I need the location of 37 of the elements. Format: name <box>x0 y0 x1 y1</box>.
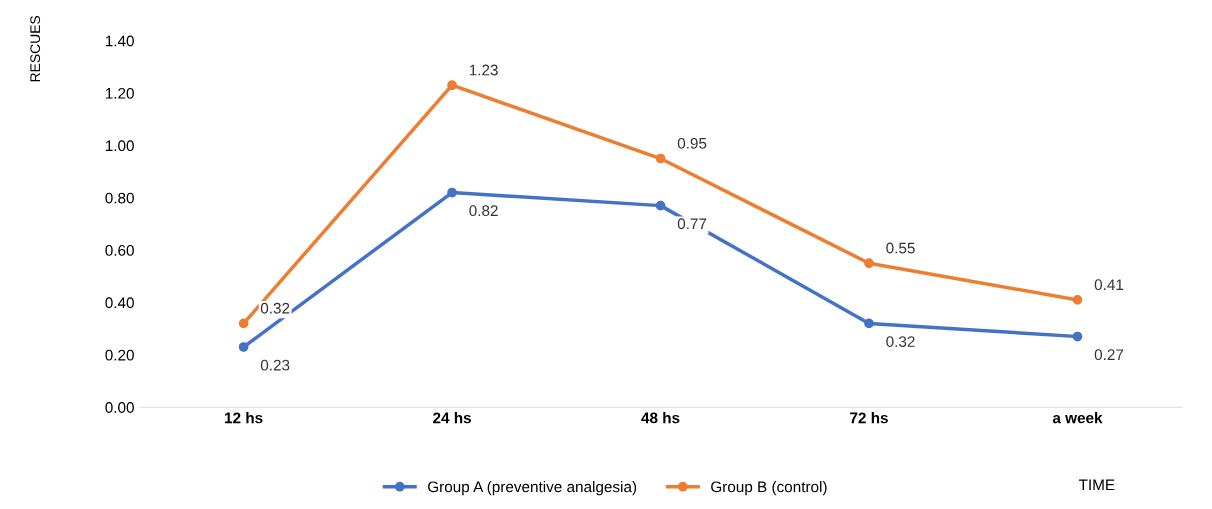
point <box>864 258 874 269</box>
data-label: 0.32 <box>886 336 915 347</box>
x-tick-label: 48 hs <box>641 412 680 424</box>
data-label: 1.23 <box>469 64 498 76</box>
data-label: 0.95 <box>677 137 707 149</box>
y-tick-label: 1.00 <box>105 140 134 152</box>
data-label: 0.41 <box>1094 279 1124 291</box>
point <box>864 318 874 329</box>
y-tick-label: 0.60 <box>105 245 134 256</box>
y-tick-label: 0.20 <box>105 349 134 361</box>
point <box>238 318 249 329</box>
x-tick-label: 72 hs <box>850 412 888 424</box>
legend-label: Group A (preventive analgesia) <box>428 481 637 496</box>
data-label: 0.77 <box>677 218 707 230</box>
x-tick-label: 24 hs <box>433 412 471 424</box>
point <box>1072 331 1083 342</box>
y-tick-label: 0.40 <box>105 297 134 309</box>
y-tick-label: 1.40 <box>105 35 134 47</box>
point <box>238 342 249 352</box>
data-label: 0.82 <box>469 205 498 217</box>
point <box>447 187 457 198</box>
data-label: 0.27 <box>1094 349 1124 361</box>
y-axis-title: RESCUES <box>30 15 41 82</box>
x-tick-label: 12 hs <box>225 412 263 424</box>
y-tick-label: 0.00 <box>105 402 134 413</box>
legend-label: Group B (control) <box>711 481 827 496</box>
x-axis-title: TIME <box>1078 479 1115 491</box>
y-tick-label: 1.20 <box>105 87 134 99</box>
data-label: 0.55 <box>886 242 915 254</box>
point <box>447 80 457 91</box>
point <box>655 200 666 211</box>
data-label: 0.32 <box>260 302 290 314</box>
data-label: 0.23 <box>260 359 290 371</box>
y-tick-label: 0.80 <box>105 192 134 204</box>
point <box>655 153 666 164</box>
x-tick-label: a week <box>1052 412 1103 424</box>
point <box>1072 295 1083 305</box>
